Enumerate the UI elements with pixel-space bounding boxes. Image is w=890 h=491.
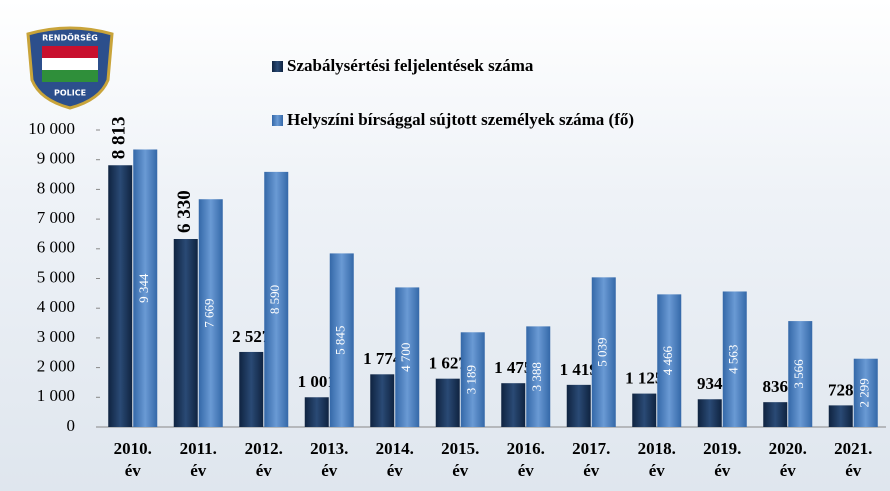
bar: [173, 238, 198, 427]
data-label: 1 001: [298, 372, 336, 391]
data-label: 8 813: [109, 117, 130, 160]
legend-swatch: [272, 115, 283, 126]
data-label: 3 566: [791, 359, 806, 389]
y-tick-label: 6 000: [37, 238, 75, 257]
data-label: 836: [763, 377, 789, 396]
logo: RENDŐRSÉG POLICE: [26, 26, 114, 110]
bar: [632, 393, 657, 427]
bar: [395, 287, 420, 427]
x-tick-label: 2010. év: [113, 439, 152, 480]
data-label: 1 125: [625, 368, 663, 387]
bar: [133, 149, 158, 427]
data-label: 3 388: [529, 362, 544, 391]
bar: [329, 253, 354, 427]
bar: [501, 383, 526, 427]
data-label: 7 669: [202, 298, 217, 327]
y-tick-label: 0: [67, 416, 76, 435]
data-label: 6 330: [174, 190, 195, 233]
bar: [853, 358, 878, 427]
data-label: 1 627: [429, 354, 468, 373]
y-tick-label: 1 000: [37, 386, 75, 405]
bar: [435, 378, 460, 427]
data-label: 4 466: [660, 346, 675, 376]
y-tick-label: 4 000: [37, 297, 75, 316]
x-tick-label: 2020. év: [768, 439, 807, 480]
data-label: 8 590: [267, 285, 282, 314]
x-tick-label: 2018. év: [637, 439, 676, 480]
x-tick-label: 2011. év: [179, 439, 217, 480]
x-tick-label: 2014. év: [375, 439, 414, 480]
x-tick-label: 2019. év: [703, 439, 742, 480]
x-tick-label: 2012. év: [244, 439, 283, 480]
bar: [566, 384, 591, 427]
y-tick-label: 8 000: [37, 178, 75, 197]
bar: [526, 326, 551, 427]
x-tick-label: 2015. év: [441, 439, 480, 480]
data-label: 9 344: [136, 273, 151, 303]
bar: [198, 199, 223, 427]
data-label: 2 527: [232, 327, 271, 346]
data-label: 4 563: [726, 345, 741, 374]
logo-text: RENDŐRSÉG: [42, 32, 98, 43]
bar: [657, 294, 682, 427]
bar: [239, 351, 264, 427]
bar: [763, 402, 788, 427]
bar: [697, 399, 722, 427]
x-tick-label: 2016. év: [506, 439, 545, 480]
bar: [722, 291, 747, 427]
y-tick-label: 5 000: [37, 267, 75, 286]
data-label: 934: [697, 374, 723, 393]
y-tick-label: 7 000: [37, 208, 75, 227]
data-label: 728: [828, 380, 854, 399]
bar: [591, 277, 616, 427]
data-label: 1 774: [363, 349, 402, 368]
legend-label: Szabálysértési feljelentések száma: [287, 56, 534, 75]
bar: [460, 332, 485, 427]
bar: [828, 405, 853, 427]
bar: [108, 165, 133, 427]
legend-label: Helyszíni bírsággal sújtott személyek sz…: [287, 110, 634, 129]
data-label: 3 189: [464, 365, 479, 394]
x-tick-label: 2021. év: [834, 439, 873, 480]
y-tick-label: 9 000: [37, 149, 75, 168]
logo-text: POLICE: [54, 89, 86, 98]
bar: [788, 321, 813, 427]
bar: [264, 171, 289, 427]
data-label: 1 419: [560, 360, 598, 379]
data-label: 2 299: [857, 378, 872, 407]
data-label: 1 475: [494, 358, 532, 377]
y-tick-label: 2 000: [37, 357, 75, 376]
data-label: 4 700: [398, 343, 413, 372]
x-tick-label: 2017. év: [572, 439, 611, 480]
bar: [370, 374, 395, 427]
y-tick-label: 3 000: [37, 327, 75, 346]
y-tick-label: 10 000: [28, 119, 75, 138]
bar: [304, 397, 329, 427]
data-label: 5 845: [333, 326, 348, 355]
legend-swatch: [272, 61, 283, 72]
data-label: 5 039: [595, 338, 610, 367]
x-tick-label: 2013. év: [310, 439, 349, 480]
